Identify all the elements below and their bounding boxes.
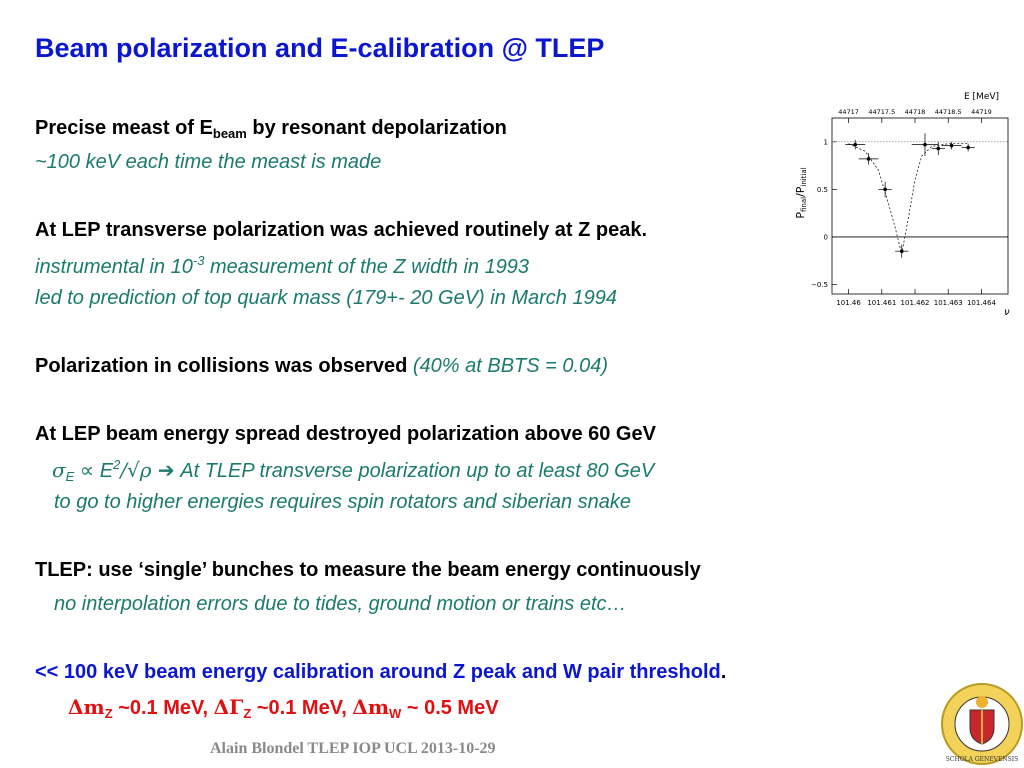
data-point (858, 153, 879, 165)
y-tick-label: 1 (824, 138, 828, 146)
section-energy-spread-detail: to go to higher energies requires spin r… (54, 491, 632, 513)
precision-values: ΔmZ ~0.1 MeV, ΔΓZ ~0.1 MeV, ΔmW ~ 0.5 Me… (68, 695, 499, 721)
y-tick-label: 0.5 (817, 186, 828, 194)
top-tick-label: 44717 (838, 108, 859, 116)
data-point (895, 244, 909, 258)
top-tick-label: 44718.5 (935, 108, 962, 116)
x-tick-label: 101.462 (901, 299, 930, 307)
x-tick-label: 101.464 (967, 299, 996, 307)
top-tick-label: 44719 (971, 108, 992, 116)
data-point (931, 141, 945, 156)
top-axis-label: E [MeV] (964, 92, 999, 102)
point-marker (949, 143, 954, 148)
point-marker (936, 146, 941, 151)
conclusion-line: << 100 keV beam energy calibration aroun… (35, 661, 727, 683)
data-point (941, 141, 962, 150)
y-tick-label: 0 (824, 233, 828, 241)
university-seal-logo: SCHOLA GENEVENSIS (941, 683, 1023, 765)
point-marker (899, 249, 904, 253)
section-ebeam-detail: ~100 keV each time the meast is made (35, 151, 382, 173)
top-tick-label: 44718 (905, 108, 926, 116)
footer-credit: Alain Blondel TLEP IOP UCL 2013-10-29 (210, 740, 496, 757)
x-axis-title: ν (1004, 307, 1010, 318)
section-energy-spread-formula: σE ∝ E2/√ρ ➔ At TLEP transverse polariza… (52, 457, 655, 484)
svg-text:SCHOLA GENEVENSIS: SCHOLA GENEVENSIS (946, 756, 1018, 763)
section-ebeam-heading: Precise meast of Ebeam by resonant depol… (35, 117, 507, 141)
x-tick-label: 101.46 (836, 299, 861, 307)
slide-title: Beam polarization and E-calibration @ TL… (35, 33, 605, 63)
data-point (845, 139, 866, 150)
section-lep-detail-1: instrumental in 10-3 measurement of the … (35, 253, 530, 278)
section-collisions: Polarization in collisions was observed … (35, 355, 608, 377)
x-tick-label: 101.461 (867, 299, 896, 307)
point-marker (883, 187, 887, 192)
point-marker (966, 145, 970, 150)
arrow-right-icon: ➔ (157, 460, 175, 482)
section-lep-detail-2: led to prediction of top quark mass (179… (35, 287, 617, 309)
section-energy-spread-heading: At LEP beam energy spread destroyed pola… (35, 423, 656, 445)
x-tick-label: 101.463 (934, 299, 963, 307)
y-tick-label: −0.5 (811, 281, 828, 289)
point-marker (923, 142, 927, 147)
data-point (961, 143, 975, 152)
depolarization-scan-chart: E [MeV] 44717 44717.5 44718 44718.5 44719 10… (794, 92, 1010, 318)
section-single-bunches-detail: no interpolation errors due to tides, gr… (54, 593, 627, 615)
fit-curve (848, 143, 969, 255)
section-lep-heading: At LEP transverse polarization was achie… (35, 219, 648, 241)
point-marker (866, 157, 871, 161)
svg-text:Pfinal/Pinitial: Pfinal/Pinitial (794, 167, 808, 218)
top-tick-label: 44717.5 (868, 108, 895, 116)
point-marker (853, 142, 858, 147)
plot-frame (831, 117, 1009, 295)
section-single-bunches-heading: TLEP: use ‘single’ bunches to measure th… (35, 559, 701, 581)
data-point (878, 181, 892, 197)
y-axis-title: Pfinal/Pinitial (794, 167, 808, 218)
data-point (911, 133, 939, 157)
